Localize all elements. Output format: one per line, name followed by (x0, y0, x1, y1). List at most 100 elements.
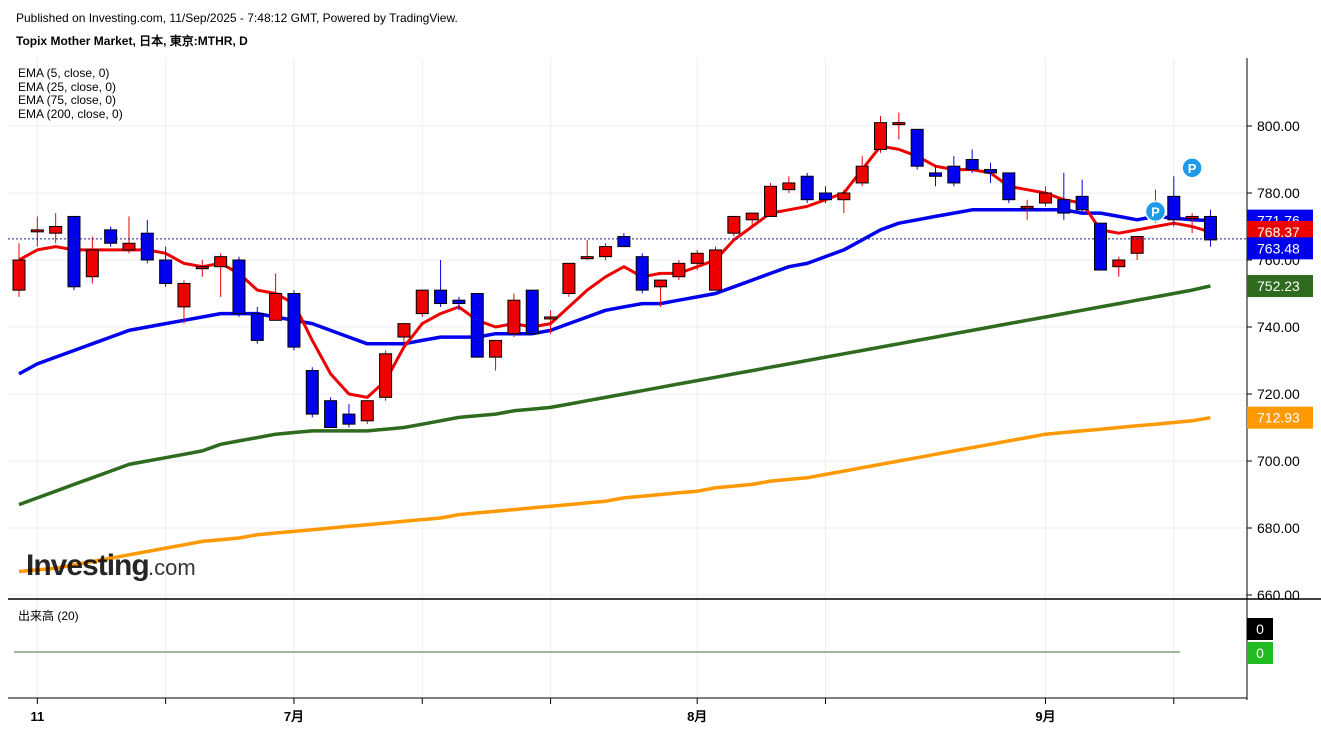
candle (874, 115, 888, 153)
candle-body (837, 192, 851, 201)
candle-body (599, 246, 613, 258)
event-marker-label: P (1188, 161, 1197, 176)
candle-body (360, 400, 374, 422)
candle (12, 243, 26, 297)
candle-body (1020, 205, 1034, 209)
candle-body (287, 293, 301, 348)
x-axis: 11 7月 8月 9月 (30, 698, 1175, 724)
price-value-bg (1247, 275, 1313, 298)
event-marker[interactable]: P (1181, 157, 1203, 179)
candle-body (855, 165, 869, 184)
y-tick-label: 700.00 (1257, 453, 1300, 469)
y-tick-label: 780.00 (1257, 185, 1300, 201)
candle-body (727, 215, 741, 234)
candle-body (140, 232, 154, 261)
y-tick-label: 720.00 (1257, 386, 1300, 402)
candle (544, 310, 558, 334)
candle-body (269, 293, 283, 321)
candle-body (580, 256, 594, 260)
candle (470, 293, 484, 358)
x-tick-label: 9月 (1035, 709, 1055, 724)
candle-body (507, 299, 521, 335)
markers: PP (1144, 157, 1203, 223)
candle (1112, 256, 1126, 277)
price-value-text: 763.48 (1257, 240, 1300, 256)
event-marker-circle (1181, 157, 1203, 179)
candle (983, 162, 997, 183)
candle-body (672, 262, 686, 278)
volume-readouts: 00 (1247, 618, 1273, 664)
candle (30, 216, 44, 247)
candle (910, 128, 924, 170)
candle-body (1057, 199, 1071, 214)
legend-ema200: EMA (200, close, 0) (18, 107, 123, 121)
event-marker-circle (1144, 200, 1167, 223)
candle (1038, 186, 1052, 207)
candle (892, 112, 906, 140)
candle (122, 216, 136, 254)
candle-body (910, 128, 924, 167)
candle-body (434, 289, 448, 305)
candle-body (983, 169, 997, 174)
candle-body (489, 339, 503, 358)
price-value-bg (1247, 406, 1313, 429)
candle (1185, 213, 1199, 234)
candle (415, 289, 429, 317)
candle-body (379, 353, 393, 398)
candle (929, 166, 942, 187)
candle-body (1038, 192, 1052, 204)
candle (287, 290, 301, 351)
candle (1130, 236, 1144, 260)
price-value-text: 752.23 (1257, 278, 1300, 294)
price-value-label: 712.93 (1247, 406, 1313, 429)
ema200-series (18, 415, 1211, 574)
ema25-series (18, 208, 1211, 376)
candle-body (1203, 215, 1217, 241)
candle (434, 260, 448, 307)
candle-body (342, 413, 356, 425)
candle (965, 149, 979, 173)
legend-ema75: EMA (75, close, 0) (18, 93, 116, 107)
candle (67, 215, 81, 291)
candle (525, 289, 539, 335)
price-value-text: 768.37 (1257, 224, 1300, 240)
candle-body (122, 242, 136, 251)
candle (177, 280, 191, 324)
candle-body (324, 400, 338, 429)
candle (690, 249, 704, 271)
volume-readout-bg (1247, 642, 1273, 664)
volume-label: 出来高 (20) (18, 608, 79, 623)
candle (745, 212, 759, 227)
candle (140, 219, 154, 264)
candle-body (214, 256, 228, 268)
candle-body (49, 226, 63, 234)
candle-body (617, 236, 631, 248)
candle (250, 306, 264, 344)
candle-body (782, 182, 796, 191)
candle (452, 296, 466, 311)
candle (49, 213, 63, 244)
candle (1020, 199, 1034, 220)
candle (617, 233, 631, 248)
candles (12, 112, 1217, 429)
candle-body (85, 249, 99, 278)
candle-body (452, 299, 466, 305)
y-tick-label: 800.00 (1257, 118, 1300, 134)
candle (635, 253, 649, 294)
candle-body (12, 259, 26, 291)
candle (397, 323, 411, 344)
volume-readout: 0 (1247, 618, 1273, 640)
candle (1167, 176, 1181, 227)
candle (342, 404, 356, 428)
candle (837, 189, 851, 214)
candle-body (104, 229, 118, 244)
x-tick-label: 8月 (687, 709, 707, 724)
symbol-title: Topix Mother Market, 日本, 東京:MTHR, D (16, 33, 248, 48)
candle (672, 260, 686, 281)
candle (379, 350, 393, 401)
event-marker[interactable]: P (1144, 200, 1167, 223)
candle (507, 293, 521, 338)
candle (1093, 222, 1107, 271)
